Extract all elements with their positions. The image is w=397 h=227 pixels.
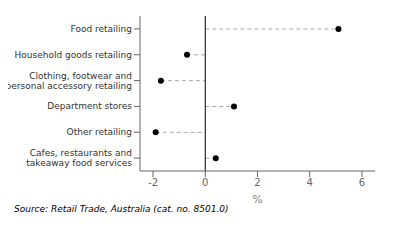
html-text:Source: Retail Trade, Australi: Source: Retail Trade, Australia (cat. no… [14,204,229,214]
svg-text:6: 6 [359,177,365,188]
svg-text:4: 4 [307,177,313,188]
svg-text:Cafes, restaurants andtakeaway: Cafes, restaurants andtakeaway food serv… [26,148,132,168]
svg-text:Clothing, footwear andpersonal: Clothing, footwear andpersonal accessory… [8,71,132,91]
svg-text:0: 0 [202,177,208,188]
svg-text:%: % [252,193,262,203]
svg-text:2: 2 [254,177,260,188]
svg-text:Other retailing: Other retailing [67,127,132,137]
svg-text:-2: -2 [148,177,158,188]
svg-text:Household goods retailing: Household goods retailing [15,50,132,60]
svg-text:Food retailing: Food retailing [71,24,132,34]
svg-text:Department stores: Department stores [47,101,132,111]
